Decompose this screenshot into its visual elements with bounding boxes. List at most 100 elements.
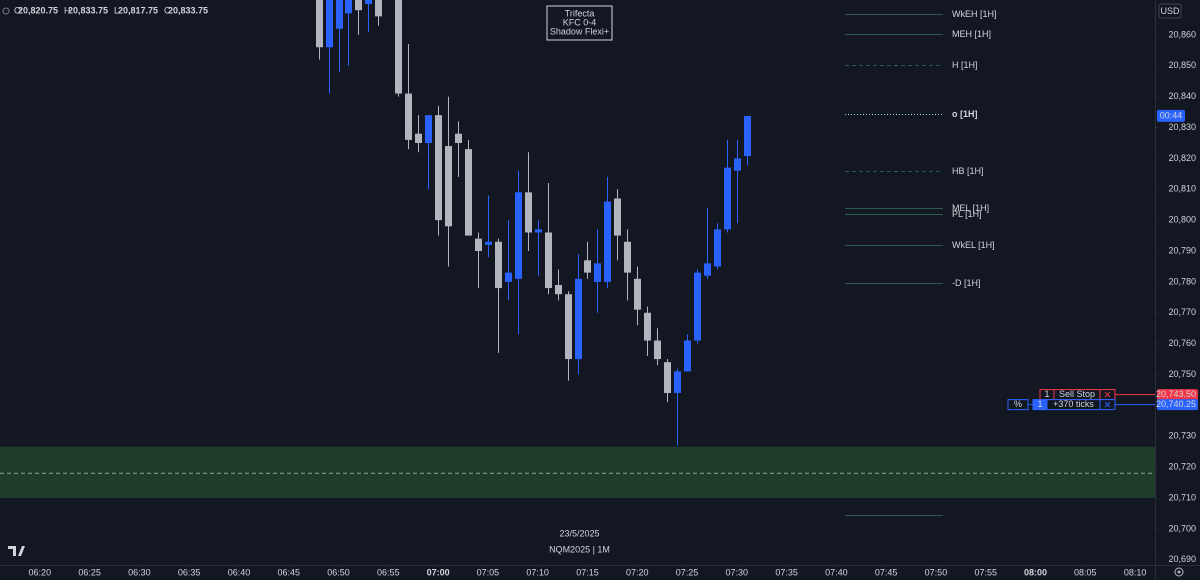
candle-body bbox=[575, 278, 582, 360]
candle-body bbox=[445, 146, 452, 227]
candle-body bbox=[614, 198, 621, 236]
candle-body bbox=[694, 272, 701, 341]
ohlc-value: 20,833.75 bbox=[168, 5, 208, 15]
x-tick-label: 08:10 bbox=[1124, 567, 1147, 577]
pct-label[interactable]: % bbox=[1014, 399, 1022, 409]
indicator-line: KFC 0-4 bbox=[563, 17, 597, 27]
y-tick-label: 20,790 bbox=[1168, 245, 1196, 255]
x-tick-label: 06:55 bbox=[377, 567, 400, 577]
settings-icon[interactable] bbox=[1174, 567, 1184, 577]
price-tag bbox=[1157, 389, 1198, 401]
y-tick-label: 20,760 bbox=[1168, 338, 1196, 348]
x-tick-label: 07:40 bbox=[825, 567, 848, 577]
candle-body bbox=[525, 192, 532, 233]
candle-body bbox=[634, 278, 641, 310]
candle-body bbox=[704, 263, 711, 276]
candle-body bbox=[664, 362, 671, 394]
level-label: MEH [1H] bbox=[952, 29, 991, 39]
ohlc-value: 20,817.75 bbox=[118, 5, 158, 15]
candle-body bbox=[375, 0, 382, 17]
y-tick-label: 20,860 bbox=[1168, 29, 1196, 39]
x-tick-label: 07:20 bbox=[626, 567, 649, 577]
y-tick-label: 20,770 bbox=[1168, 307, 1196, 317]
y-tick-label: 20,730 bbox=[1168, 431, 1196, 441]
candle-body bbox=[535, 229, 542, 233]
candle-body bbox=[545, 232, 552, 289]
y-tick-label: 20,820 bbox=[1168, 153, 1196, 163]
candle-body bbox=[505, 272, 512, 282]
ohlc-value: 20,820.75 bbox=[18, 5, 58, 15]
x-tick-label: 07:30 bbox=[726, 567, 749, 577]
candle-body bbox=[465, 149, 472, 236]
candle-body bbox=[555, 284, 562, 295]
zone bbox=[0, 446, 1155, 499]
y-tick-label: 20,850 bbox=[1168, 60, 1196, 70]
x-tick-label: 06:40 bbox=[228, 567, 251, 577]
gear-center[interactable] bbox=[1177, 570, 1181, 574]
candle-body bbox=[365, 0, 372, 5]
y-tick-label: 20,750 bbox=[1168, 369, 1196, 379]
level-label: WkEH [1H] bbox=[952, 9, 997, 19]
candle-body bbox=[684, 340, 691, 372]
order-close-icon[interactable] bbox=[1104, 391, 1111, 398]
ohlc-key: O bbox=[14, 5, 21, 15]
tv-logo[interactable] bbox=[8, 546, 25, 556]
candle-body bbox=[594, 263, 601, 282]
candle-body bbox=[435, 115, 442, 221]
x-tick-label: 06:50 bbox=[327, 567, 350, 577]
level-label: -D [1H] bbox=[952, 278, 981, 288]
order-close-icon[interactable] bbox=[1104, 401, 1111, 408]
symbol-label: NQM2025 | 1M bbox=[549, 544, 610, 554]
x-tick-label: 06:20 bbox=[29, 567, 52, 577]
y-tick-label: 20,810 bbox=[1168, 184, 1196, 194]
x-tick-label: 06:45 bbox=[277, 567, 300, 577]
currency[interactable]: USD bbox=[1160, 6, 1180, 16]
y-tick-label: 20,780 bbox=[1168, 276, 1196, 286]
y-tick-label: 20,690 bbox=[1168, 554, 1196, 564]
x-tick-label: 07:55 bbox=[974, 567, 997, 577]
candle-body bbox=[475, 238, 482, 252]
candle-body bbox=[336, 0, 343, 29]
ohlc-key: C bbox=[164, 5, 171, 15]
candle-body bbox=[604, 201, 611, 282]
order-label[interactable]: +370 ticks bbox=[1053, 399, 1094, 409]
price-tag bbox=[1157, 399, 1198, 411]
x-tick-label: 07:05 bbox=[477, 567, 500, 577]
y-tick-label: 20,830 bbox=[1168, 122, 1196, 132]
x-tick-label: 08:05 bbox=[1074, 567, 1097, 577]
ohlc-key: H bbox=[64, 5, 71, 15]
candle-body bbox=[355, 0, 362, 11]
candle-body bbox=[415, 133, 422, 143]
x-tick-label: 08:00 bbox=[1024, 567, 1047, 577]
currency-button[interactable] bbox=[1158, 3, 1182, 19]
candle-body bbox=[455, 133, 462, 143]
x-tick-label: 06:25 bbox=[78, 567, 101, 577]
candle-body bbox=[654, 340, 661, 360]
x-tick-label: 07:25 bbox=[676, 567, 699, 577]
candle-body bbox=[515, 192, 522, 279]
order-qty[interactable]: 1 bbox=[1044, 389, 1049, 399]
ohlc-key: L bbox=[114, 5, 119, 15]
candle-body bbox=[714, 229, 721, 267]
ohlc-value: 20,833.75 bbox=[68, 5, 108, 15]
logo-shape[interactable] bbox=[8, 546, 25, 556]
y-tick-label: 20,710 bbox=[1168, 492, 1196, 502]
level-label: H [1H] bbox=[952, 60, 978, 70]
level-label: HB [1H] bbox=[952, 166, 984, 176]
status-dot[interactable] bbox=[2, 7, 10, 15]
gear[interactable] bbox=[1174, 567, 1184, 577]
y-tick-label: 20,720 bbox=[1168, 462, 1196, 472]
x-tick-label: 07:15 bbox=[576, 567, 599, 577]
candle-body bbox=[724, 167, 731, 230]
countdown-tag bbox=[1157, 109, 1185, 122]
y-tick-label: 20,800 bbox=[1168, 215, 1196, 225]
candle-body bbox=[734, 158, 741, 171]
level-label: PL [1H] bbox=[952, 209, 982, 219]
order-qty[interactable]: 1 bbox=[1037, 399, 1042, 409]
x-tick-label: 07:35 bbox=[775, 567, 798, 577]
x-tick-label: 07:00 bbox=[427, 567, 450, 577]
x-tick-label: 07:10 bbox=[526, 567, 549, 577]
order-label[interactable]: Sell Stop bbox=[1059, 389, 1095, 399]
price-tag-label: 20,743.50 bbox=[1156, 389, 1196, 399]
